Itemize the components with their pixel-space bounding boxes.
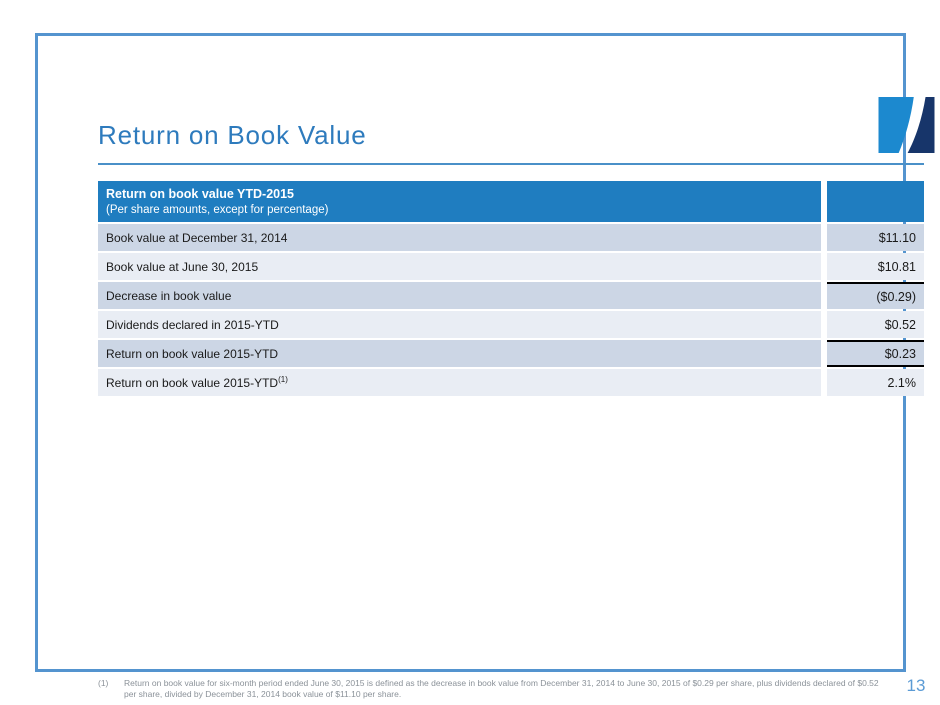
table-header-subtitle: (Per share amounts, except for percentag… bbox=[106, 204, 329, 217]
table-row: Return on book value 2015-YTD $0.23 bbox=[98, 340, 924, 368]
company-logo-icon bbox=[878, 97, 935, 153]
table-header-value-cell bbox=[827, 181, 924, 223]
column-gap bbox=[821, 224, 827, 252]
table-row: Dividends declared in 2015-YTD $0.52 bbox=[98, 311, 924, 339]
table-row: Book value at June 30, 2015 $10.81 bbox=[98, 253, 924, 281]
row-value: 2.1% bbox=[827, 369, 924, 397]
table-header-title: Return on book value YTD-2015 bbox=[106, 187, 295, 201]
column-gap bbox=[821, 282, 827, 310]
page-number: 13 bbox=[906, 676, 926, 695]
slide-frame: Return on Book Value Return on book valu… bbox=[35, 33, 935, 699]
table-row: Return on book value 2015-YTD(1) 2.1% bbox=[98, 369, 924, 397]
row-value: $11.10 bbox=[827, 224, 924, 252]
table-header-row: Return on book value YTD-2015 (Per share… bbox=[98, 181, 924, 223]
column-gap bbox=[821, 253, 827, 281]
row-label: Book value at June 30, 2015 bbox=[98, 253, 821, 281]
column-gap bbox=[821, 369, 827, 397]
row-label: Return on book value 2015-YTD bbox=[98, 340, 821, 368]
return-on-book-value-table: Return on book value YTD-2015 (Per share… bbox=[98, 179, 924, 398]
title-divider bbox=[98, 163, 924, 165]
footnote: (1) Return on book value for six-month p… bbox=[98, 678, 888, 700]
row-value: $0.52 bbox=[827, 311, 924, 339]
footnote-text: Return on book value for six-month perio… bbox=[124, 678, 879, 700]
table-row: Book value at December 31, 2014 $11.10 bbox=[98, 224, 924, 252]
row-label: Dividends declared in 2015-YTD bbox=[98, 311, 821, 339]
table-header-cell: Return on book value YTD-2015 (Per share… bbox=[98, 181, 821, 223]
row-label: Return on book value 2015-YTD(1) bbox=[98, 369, 821, 397]
row-value: $10.81 bbox=[827, 253, 924, 281]
column-gap bbox=[821, 311, 827, 339]
row-value: $0.23 bbox=[827, 340, 924, 368]
row-label-text: Return on book value 2015-YTD bbox=[106, 375, 279, 390]
page-title: Return on Book Value bbox=[98, 120, 367, 150]
row-value: ($0.29) bbox=[827, 282, 924, 310]
row-label: Decrease in book value bbox=[98, 282, 821, 310]
footnote-marker: (1) bbox=[98, 678, 109, 688]
row-label: Book value at December 31, 2014 bbox=[98, 224, 821, 252]
footnote-reference: (1) bbox=[278, 374, 288, 384]
column-gap bbox=[821, 340, 827, 368]
column-gap bbox=[821, 181, 827, 223]
table-row: Decrease in book value ($0.29) bbox=[98, 282, 924, 310]
